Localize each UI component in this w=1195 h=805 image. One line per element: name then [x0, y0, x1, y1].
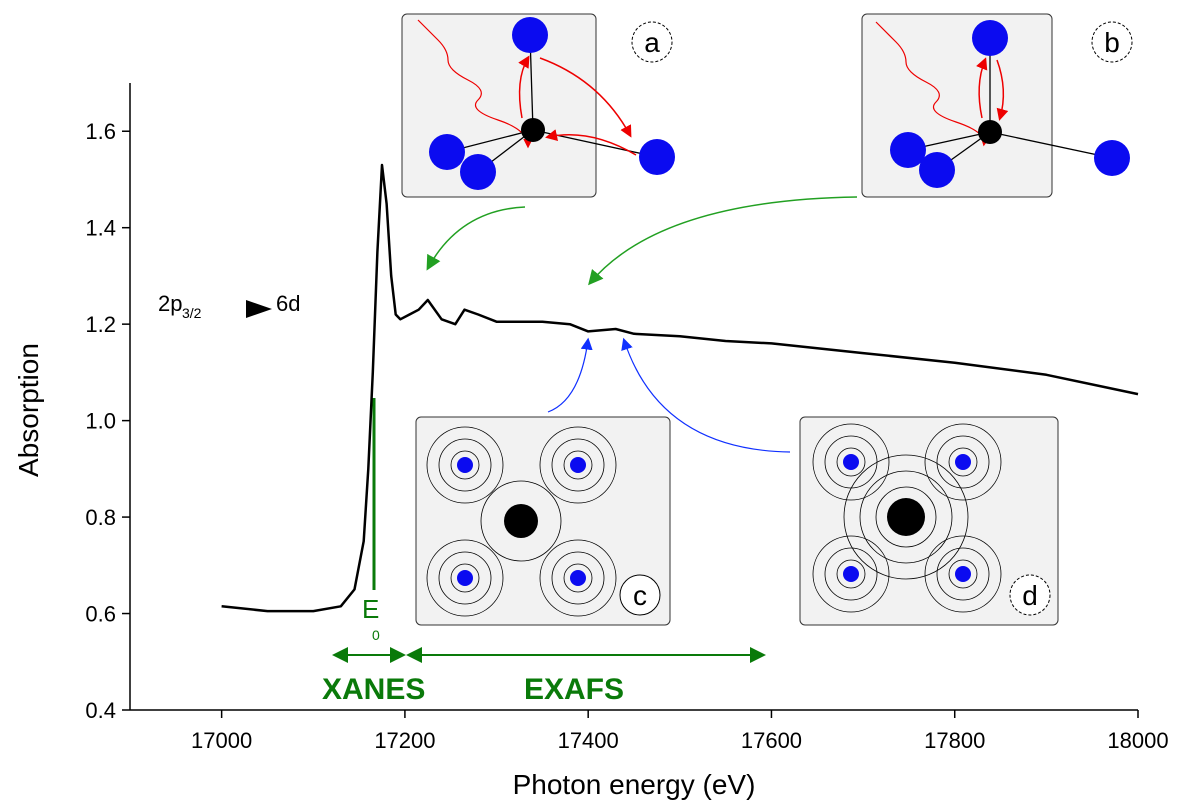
- inset-d: d: [799, 416, 1059, 626]
- transition-from: 2p: [158, 291, 182, 316]
- y-tick-label: 1.2: [85, 312, 116, 337]
- y-tick-label: 1.6: [85, 119, 116, 144]
- inset-a: a: [401, 13, 675, 198]
- y-tick-label: 0.4: [85, 698, 116, 723]
- exafs-label: EXAFS: [524, 673, 624, 706]
- inset-label: c: [633, 580, 647, 611]
- transition-to: 6d: [276, 291, 300, 316]
- inset-label: d: [1022, 580, 1038, 611]
- inset-b: b: [861, 13, 1133, 198]
- y-tick-label: 0.8: [85, 505, 116, 530]
- edge-label: E: [362, 594, 379, 624]
- x-tick-label: 17200: [374, 728, 435, 753]
- pointer-b: [588, 196, 858, 286]
- edge-sub: 0: [372, 627, 380, 643]
- xanes-label: XANES: [322, 673, 425, 706]
- x-tick-label: 18000: [1107, 728, 1168, 753]
- inset-label: a: [644, 27, 660, 58]
- y-axis-title: Absorption: [13, 343, 44, 477]
- y-tick-label: 1.0: [85, 409, 116, 434]
- x-tick-label: 17400: [558, 728, 619, 753]
- y-tick-label: 1.4: [85, 216, 116, 241]
- inset-c: c: [415, 416, 671, 626]
- pointer-d: [621, 337, 791, 453]
- data-line: [221, 163, 1139, 613]
- inset-label: b: [1104, 27, 1120, 58]
- pointer-c: [547, 337, 593, 413]
- transition-arrow: [246, 300, 272, 318]
- x-tick-label: 17600: [741, 728, 802, 753]
- y-tick-label: 0.6: [85, 602, 116, 627]
- x-tick-label: 17800: [924, 728, 985, 753]
- transition-sub: 3/2: [182, 305, 202, 321]
- x-tick-label: 17000: [191, 728, 252, 753]
- x-axis-title: Photon energy (eV): [513, 769, 756, 800]
- transition-label: 2p 3/2 6d: [158, 291, 300, 321]
- pointer-a: [426, 206, 526, 271]
